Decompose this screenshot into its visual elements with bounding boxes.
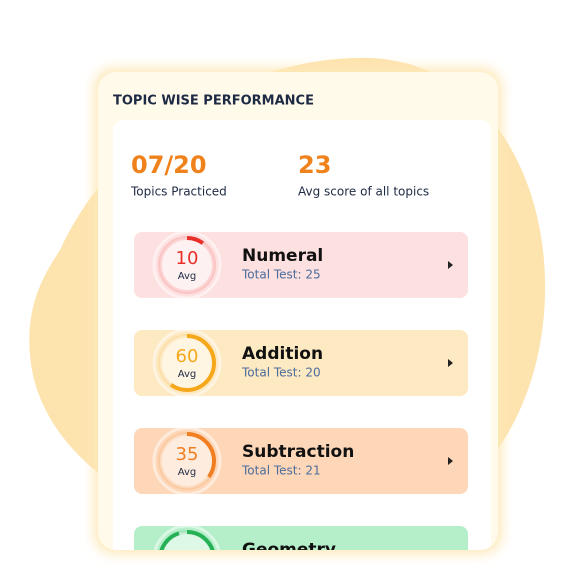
row-arrow	[448, 261, 453, 269]
score-arc	[158, 432, 216, 490]
topic-row[interactable]: 95 Geometry	[134, 524, 468, 584]
stat-label: Topics Practiced	[130, 185, 227, 199]
topic-row-bg	[134, 330, 468, 396]
row-arrow	[448, 555, 453, 563]
topic-row-bg	[134, 428, 468, 494]
stat-label: Avg score of all topics	[298, 185, 429, 199]
topic-row[interactable]: 35 Avg Subtraction Total Test: 21	[134, 426, 468, 496]
row-arrow	[448, 457, 453, 465]
topic-tests: Total Test: 21	[241, 464, 321, 478]
topic-name: Subtraction	[242, 442, 354, 462]
score-value: 95	[176, 548, 199, 569]
score-arc	[158, 530, 216, 550]
topic-name: Geometry	[242, 540, 336, 560]
topic-name: Numeral	[242, 246, 323, 266]
topic-name: Addition	[242, 344, 323, 364]
score-value: 10	[176, 248, 199, 269]
score-value: 35	[176, 444, 199, 465]
stat-value: 23	[298, 151, 331, 179]
row-arrow	[448, 359, 453, 367]
score-label: Avg	[178, 467, 197, 478]
score-arc	[158, 334, 216, 392]
score-value: 60	[176, 346, 199, 367]
topic-row[interactable]: 60 Avg Addition Total Test: 20	[134, 328, 468, 398]
card: TOPIC WISE PERFORMANCE 07/20 Topics Prac…	[98, 72, 498, 584]
stat-value: 07/20	[131, 151, 207, 179]
topic-row-bg	[134, 526, 468, 550]
score-label: Avg	[178, 369, 197, 380]
topic-row[interactable]: 10 Avg Numeral Total Test: 25	[134, 230, 468, 300]
card-title: TOPIC WISE PERFORMANCE	[113, 94, 314, 109]
score-arc	[158, 236, 216, 294]
score-label: Avg	[178, 271, 197, 282]
topic-tests: Total Test: 20	[241, 366, 321, 380]
topic-row-bg	[134, 232, 468, 298]
topic-tests: Total Test: 25	[241, 268, 321, 282]
